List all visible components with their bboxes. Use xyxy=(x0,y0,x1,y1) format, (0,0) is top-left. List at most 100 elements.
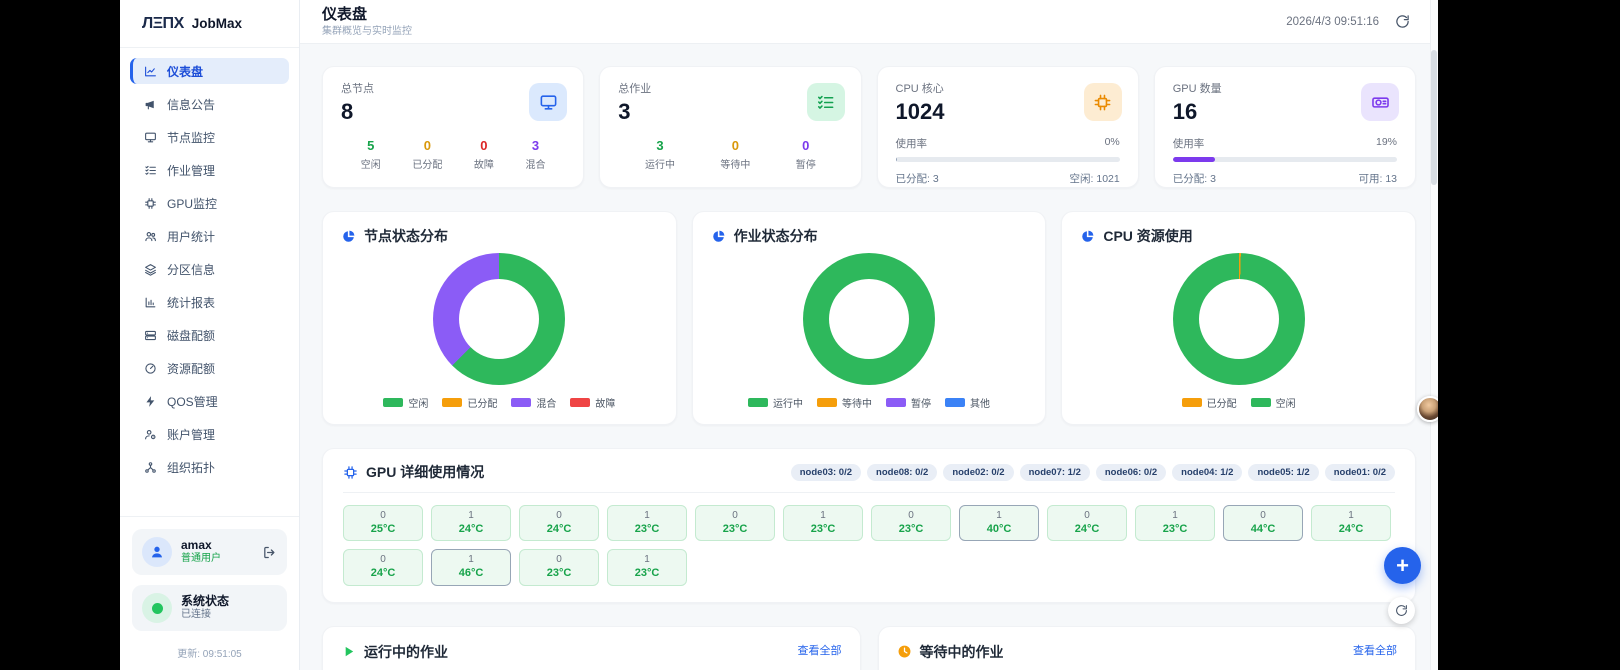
stat-item: 0 已分配 xyxy=(412,138,442,171)
topology-icon xyxy=(144,461,157,474)
gpu-cell-temp: 23°C xyxy=(898,523,924,535)
sidebar-item-qos-management[interactable]: QOS管理 xyxy=(130,388,289,414)
sidebar-item-disk-quota[interactable]: 磁盘配额 xyxy=(130,322,289,348)
stat-card-icon-chip xyxy=(806,83,845,121)
legend-swatch xyxy=(442,398,463,407)
gpu-cell: 1 24°C xyxy=(1311,505,1391,542)
stat-card-icon-chip xyxy=(1361,83,1399,121)
gpu-cell: 0 23°C xyxy=(519,549,599,586)
sidebar-divider xyxy=(120,516,299,517)
sidebar-item-label: 资源配额 xyxy=(167,361,216,376)
scrollbar-thumb[interactable] xyxy=(1431,50,1437,185)
stat-card-value: 8 xyxy=(341,99,354,124)
gpu-cell-temp: 44°C xyxy=(1250,523,1276,535)
gpu-cell-alloc: 0 xyxy=(1260,510,1266,521)
running-jobs-title: 运行中的作业 xyxy=(364,643,448,660)
stat-card-value: 16 xyxy=(1172,99,1198,124)
user-card[interactable]: amax 普通用户 xyxy=(132,529,287,575)
gpu-cell: 0 24°C xyxy=(343,549,423,586)
gpu-cell-alloc: 1 xyxy=(1172,510,1178,521)
add-floating-button[interactable]: + xyxy=(1384,547,1421,584)
node-badge: node04: 1/2 xyxy=(1172,463,1243,481)
user-gear-icon xyxy=(144,428,157,441)
sidebar-item-label: GPU监控 xyxy=(167,196,218,211)
gpu-cell-temp: 24°C xyxy=(458,523,484,535)
refresh-floating-button[interactable] xyxy=(1388,597,1415,624)
sidebar-item-account-management[interactable]: 账户管理 xyxy=(130,421,289,447)
floating-avatar[interactable] xyxy=(1417,396,1438,422)
gpu-cell-alloc: 1 xyxy=(996,510,1002,521)
logout-icon[interactable] xyxy=(262,545,277,560)
sidebar-item-report-stats[interactable]: 统计报表 xyxy=(130,289,289,315)
donut-card-2: CPU 资源使用 已分配 空闲 xyxy=(1061,211,1416,425)
gpu-cell-temp: 23°C xyxy=(722,523,748,535)
donut-chart xyxy=(802,253,935,385)
gpu-detail-header: GPU 详细使用情况 node03: 0/2 node08: 0/2 node02:… xyxy=(343,462,1395,493)
user-name: amax xyxy=(181,538,212,553)
gpu-cell: 0 23°C xyxy=(695,505,775,542)
view-all-link[interactable]: 查看全部 xyxy=(797,644,842,657)
stat-card-total-jobs: 总作业 3 3 运行中 0 等待中 0 暂停 xyxy=(599,66,862,188)
stat-item-label: 暂停 xyxy=(795,160,816,171)
refresh-icon[interactable] xyxy=(1395,14,1410,29)
legend-item: 混合 xyxy=(511,395,556,410)
stat-item: 0 故障 xyxy=(474,138,494,171)
sidebar-item-label: QOS管理 xyxy=(167,394,218,409)
sidebar-item-partition-info[interactable]: 分区信息 xyxy=(130,256,289,282)
view-all-link[interactable]: 查看全部 xyxy=(1353,644,1397,657)
gpu-cell-temp: 23°C xyxy=(810,523,836,535)
node-badge: node07: 1/2 xyxy=(1019,463,1090,481)
gpu-cell: 1 23°C xyxy=(783,505,863,542)
sidebar-item-resource-quota[interactable]: 资源配额 xyxy=(130,355,289,381)
usage-left: 已分配: 3 xyxy=(1172,173,1216,185)
chip-icon xyxy=(1093,93,1112,112)
running-jobs-card: 运行中的作业 查看全部 xyxy=(322,625,861,670)
sidebar-item-gpu-monitor[interactable]: GPU监控 xyxy=(130,190,289,216)
gpu-cell-temp: 40°C xyxy=(986,523,1012,535)
system-status-card: 系统状态 已连接 xyxy=(132,585,287,631)
system-status-title: 系统状态 xyxy=(181,594,230,609)
sidebar-item-job-management[interactable]: 作业管理 xyxy=(130,157,289,183)
gpu-cell-alloc: 1 xyxy=(1348,510,1354,521)
usage-label: 使用率 xyxy=(1172,138,1205,150)
gpu-cell: 0 23°C xyxy=(871,505,951,542)
sidebar-item-node-monitor[interactable]: 节点监控 xyxy=(130,124,289,150)
legend-swatch xyxy=(1250,398,1271,407)
stat-item-value: 0 xyxy=(802,138,810,153)
sidebar-item-label: 分区信息 xyxy=(167,262,216,277)
sidebar-item-label: 仪表盘 xyxy=(167,64,204,79)
gpu-cell-temp: 24°C xyxy=(546,523,572,535)
legend-item: 空闲 xyxy=(1250,395,1296,410)
gpu-cell-alloc: 0 xyxy=(556,510,562,521)
stat-card-total-nodes: 总节点 8 5 空闲 0 已分配 0 故障 3 混合 xyxy=(322,66,585,188)
stat-card-row: 总节点 8 5 空闲 0 已分配 0 故障 3 混合 总作业 3 3 运行中 xyxy=(322,66,1416,188)
gpu-cell-alloc: 0 xyxy=(380,510,386,521)
usage-bar xyxy=(895,157,1120,162)
stat-item: 0 等待中 xyxy=(720,138,750,171)
gpu-cell-temp: 24°C xyxy=(370,567,396,580)
usage-bar xyxy=(1172,157,1397,162)
stat-item-value: 5 xyxy=(367,138,375,153)
monitor-icon xyxy=(539,93,558,112)
sidebar-item-label: 节点监控 xyxy=(167,130,216,145)
sidebar-item-announcements[interactable]: 信息公告 xyxy=(130,91,289,117)
gpu-cell-alloc: 0 xyxy=(380,554,386,566)
sidebar-item-user-stats[interactable]: 用户统计 xyxy=(130,223,289,249)
stat-item-value: 0 xyxy=(423,138,431,153)
gpu-cell: 1 23°C xyxy=(607,505,687,542)
layers-icon xyxy=(144,263,157,276)
stat-item-label: 空闲 xyxy=(360,160,381,171)
gpu-cell-temp: 25°C xyxy=(370,523,396,535)
job-card-row: 运行中的作业 查看全部 等待中的作业 查看全部 xyxy=(322,625,1416,670)
gpu-cell-alloc: 0 xyxy=(1084,510,1090,521)
legend-swatch xyxy=(816,398,837,407)
pending-jobs-title: 等待中的作业 xyxy=(919,643,1004,660)
gpu-cell: 1 23°C xyxy=(607,549,687,586)
legend-swatch xyxy=(1181,398,1202,407)
sidebar-item-dashboard[interactable]: 仪表盘 xyxy=(130,58,289,84)
gpu-cell-temp: 23°C xyxy=(634,567,660,580)
gpu-cell-alloc: 1 xyxy=(644,554,650,566)
legend-swatch xyxy=(747,398,768,407)
sidebar-item-org-topology[interactable]: 组织拓扑 xyxy=(130,454,289,480)
donut-chart xyxy=(1172,253,1305,385)
